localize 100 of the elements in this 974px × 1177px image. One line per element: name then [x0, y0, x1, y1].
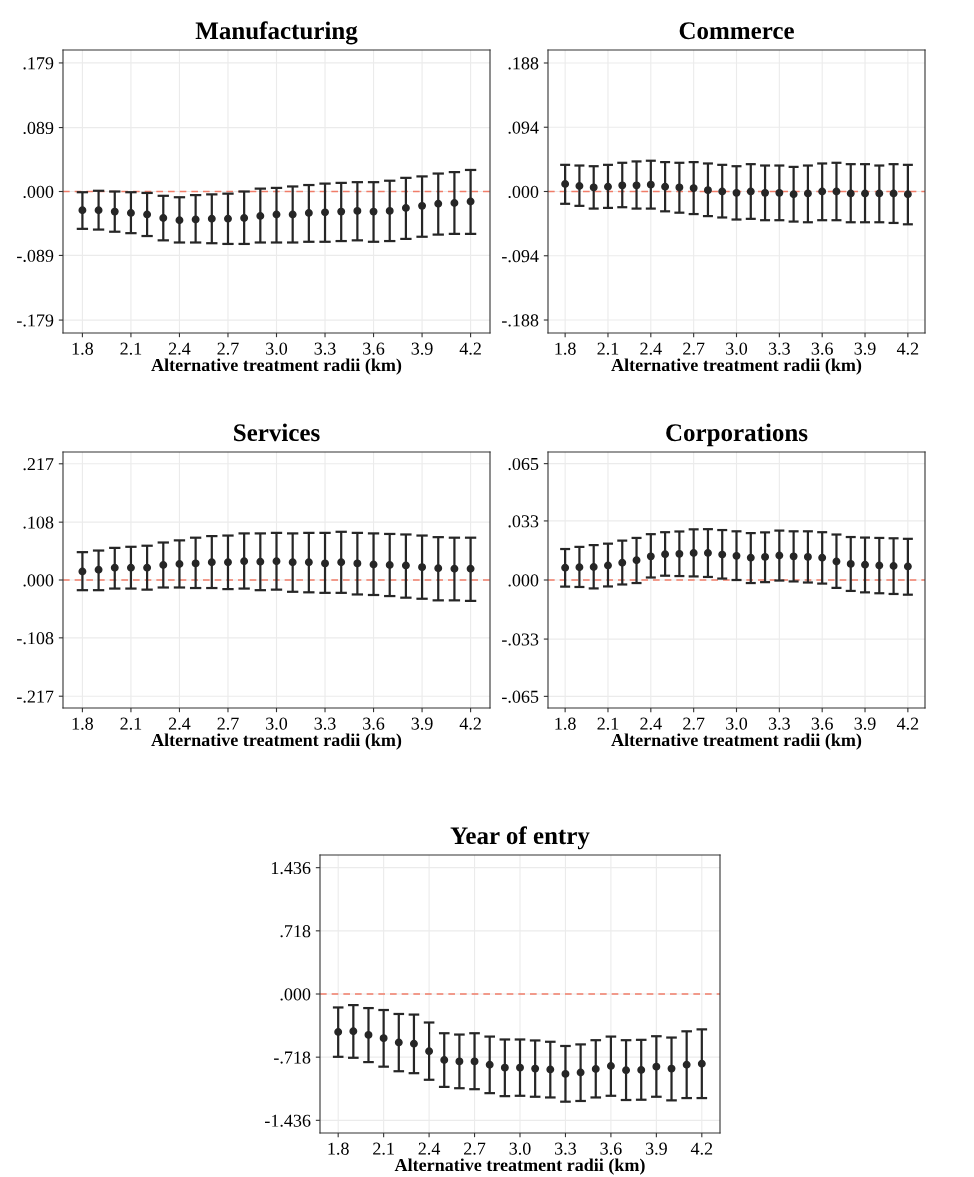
point [832, 187, 841, 196]
point [589, 183, 598, 192]
point [632, 556, 641, 565]
y-tick-label: .718 [280, 925, 311, 938]
x-tick-label: 3.3 [314, 717, 336, 730]
x-tick-label: 3.3 [768, 717, 790, 730]
x-axis-title: Alternative treatment radii (km) [611, 733, 862, 750]
point [353, 206, 362, 215]
point [126, 563, 135, 572]
point [425, 1047, 434, 1056]
point [191, 215, 200, 224]
x-tick-label: 1.8 [328, 1142, 349, 1155]
point [304, 209, 313, 218]
point [500, 1063, 509, 1072]
x-tick-label: 3.0 [509, 1142, 531, 1155]
x-tick-label: 2.1 [373, 1142, 394, 1155]
x-tick-label: 2.4 [168, 717, 191, 730]
point [832, 557, 841, 566]
y-tick-label: -1.436 [265, 1114, 311, 1127]
y-tick-label: .108 [23, 516, 54, 529]
point [470, 1057, 479, 1066]
y-tick-label: .000 [23, 574, 54, 587]
point [143, 563, 152, 572]
point [401, 204, 410, 212]
point [349, 1027, 358, 1036]
y-tick-label: .000 [508, 185, 539, 199]
point [606, 1062, 615, 1071]
x-axis-title: Alternative treatment radii (km) [151, 733, 402, 750]
y-tick-label: 1.436 [271, 861, 311, 875]
point [418, 563, 427, 572]
point [379, 1034, 388, 1043]
point [775, 188, 784, 197]
point [455, 1057, 464, 1066]
point [385, 561, 394, 569]
x-tick-label: 2.1 [120, 342, 142, 355]
chart-title: Services [234, 423, 320, 442]
point [667, 1064, 676, 1073]
x-tick-label: 2.4 [640, 342, 662, 355]
point [576, 1068, 585, 1077]
point [561, 563, 570, 572]
point [369, 560, 378, 569]
point [110, 563, 119, 572]
point [94, 206, 103, 215]
x-tick-label: 3.9 [854, 342, 876, 355]
point [846, 559, 855, 568]
y-tick-label: -.188 [502, 314, 539, 327]
point [803, 189, 812, 198]
x-tick-label: 1.8 [72, 717, 94, 730]
x-tick-label: 1.8 [555, 342, 576, 355]
y-tick-label: -.718 [274, 1051, 311, 1064]
x-tick-label: 2.4 [640, 717, 662, 730]
x-axis-title: Alternative treatment radii (km) [611, 358, 862, 375]
point [789, 552, 798, 561]
point [775, 551, 784, 560]
y-tick-label: -.065 [502, 690, 539, 703]
point [604, 561, 612, 570]
point [385, 206, 394, 215]
point [703, 186, 712, 195]
point [337, 207, 346, 216]
chart-title: Manufacturing [195, 21, 358, 45]
y-tick-label: -.217 [17, 690, 54, 703]
x-tick-label: 3.0 [726, 717, 748, 730]
point [818, 187, 827, 196]
point [304, 558, 313, 567]
point [546, 1065, 555, 1074]
point [561, 180, 570, 188]
point [175, 559, 184, 568]
y-tick-label: .065 [508, 457, 539, 471]
y-tick-label: -.179 [17, 314, 54, 327]
point [761, 188, 770, 197]
x-tick-label: 3.9 [854, 717, 876, 730]
point [875, 189, 884, 198]
point [903, 562, 912, 571]
point [861, 560, 869, 569]
point [288, 210, 297, 219]
point [889, 189, 898, 198]
x-tick-label: 3.3 [555, 1142, 577, 1155]
point [207, 214, 216, 223]
point [450, 199, 459, 207]
point [321, 559, 329, 568]
y-tick-label: -.108 [17, 632, 54, 645]
x-tick-label: 3.0 [266, 342, 288, 355]
x-axis-title: Alternative treatment radii (km) [394, 1158, 645, 1175]
x-tick-label: 3.0 [266, 717, 288, 730]
y-tick-label: .000 [280, 988, 311, 1001]
point [159, 214, 168, 223]
y-tick-label: .000 [508, 574, 539, 587]
point [661, 182, 670, 191]
x-tick-label: 3.9 [411, 342, 433, 355]
point [466, 197, 475, 206]
point [746, 553, 755, 562]
point [191, 559, 200, 568]
point [175, 216, 184, 225]
x-tick-label: 3.9 [411, 717, 433, 730]
point [240, 214, 249, 223]
y-tick-label: -.094 [502, 250, 539, 263]
point [272, 210, 281, 219]
point [718, 187, 727, 196]
point [418, 201, 427, 210]
point [364, 1030, 373, 1039]
